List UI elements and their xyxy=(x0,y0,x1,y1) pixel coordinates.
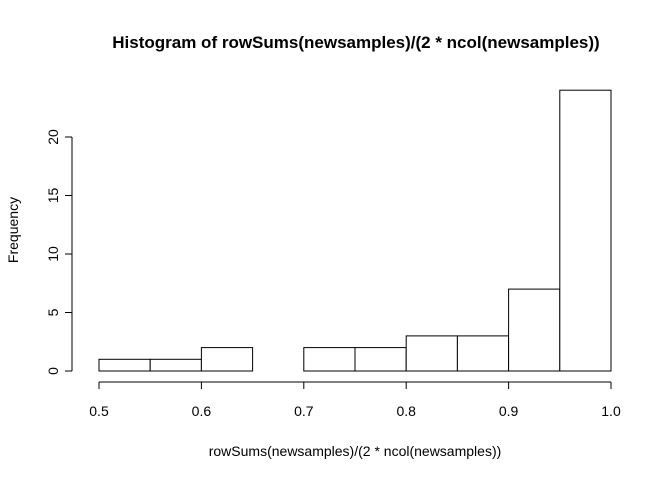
y-tick-label: 5 xyxy=(45,308,61,316)
y-tick-label: 15 xyxy=(45,188,61,204)
x-tick-label: 0.8 xyxy=(396,403,416,419)
x-axis-label: rowSums(newsamples)/(2 * ncol(newsamples… xyxy=(209,443,502,459)
y-axis-label: Frequency xyxy=(5,197,21,263)
histogram-bar xyxy=(149,358,202,372)
x-tick-label: 0.6 xyxy=(192,403,212,419)
histogram-bar xyxy=(456,335,510,372)
y-tick-label: 20 xyxy=(45,129,61,145)
x-axis: 0.5 0.6 0.7 0.8 0.9 1.0 xyxy=(89,381,621,419)
y-tick-label: 10 xyxy=(45,246,61,262)
x-tick-label: 0.9 xyxy=(499,403,519,419)
histogram-bar xyxy=(98,358,151,372)
histogram-bar xyxy=(405,335,458,372)
x-tick-label: 0.5 xyxy=(89,403,109,419)
x-tick-label: 1.0 xyxy=(601,403,621,419)
bars-group xyxy=(98,89,612,372)
histogram-bar xyxy=(354,347,407,372)
y-tick-label: 0 xyxy=(45,367,61,375)
histogram-bar xyxy=(508,288,561,372)
x-tick-label: 0.7 xyxy=(294,403,314,419)
histogram-bar xyxy=(303,347,356,372)
chart-title: Histogram of rowSums(newsamples)/(2 * nc… xyxy=(112,33,599,52)
histogram-bar xyxy=(200,347,254,372)
y-axis: 0 5 10 15 20 xyxy=(45,129,73,375)
histogram-bar xyxy=(559,89,612,372)
